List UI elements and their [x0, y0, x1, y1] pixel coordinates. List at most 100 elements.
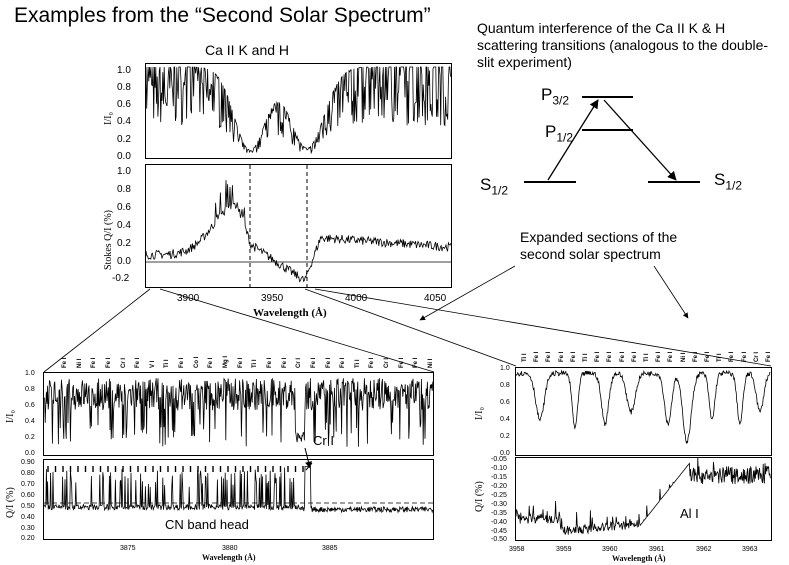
ca-xtick: 4050: [424, 293, 447, 304]
zoom-line-left-a: [43, 288, 151, 373]
right-pol-ytick: -0.20: [491, 483, 507, 490]
level-p32-main: P: [541, 85, 553, 104]
left-intensity-panel: [43, 372, 434, 456]
left-intensity-ytick: 0.2: [25, 434, 35, 441]
right-intensity-panel: [515, 367, 772, 456]
ca-intensity-ytick: 0.6: [117, 99, 131, 110]
right-pol-ytick: -0.45: [491, 528, 507, 535]
right-intensity-ytick: 0.8: [500, 382, 510, 389]
right-intensity-trace: [515, 369, 771, 445]
expanded-note: Expanded sections of the second solar sp…: [520, 229, 678, 262]
left-xlabel: Wavelength (Å): [202, 553, 256, 562]
left-pol-ytick: 0.70: [21, 481, 35, 488]
left-intensity-ytick: 0.4: [25, 418, 35, 425]
ca-pol-ytick: 0.2: [117, 238, 131, 249]
left-pol-ytick: 0.50: [21, 503, 35, 510]
level-p12: P1/2: [545, 122, 573, 144]
ca-intensity-ytick: 1.0: [117, 65, 131, 76]
right-pol-ytick: -0.50: [491, 536, 507, 543]
left-polarization-trace: [43, 466, 434, 514]
right-intensity-ytick: 0.2: [500, 433, 510, 440]
cn-label: CN band head: [165, 517, 249, 532]
zoom-line-left-b: [159, 288, 435, 373]
left-intensity-ytick: 0.6: [25, 402, 35, 409]
ca-intensity-ytick: 0.4: [117, 116, 131, 127]
ca-pol-ytick: 0.8: [117, 184, 131, 195]
left-pol-ytick: 0.80: [21, 470, 35, 477]
right-pol-ytick: -0.40: [491, 519, 507, 526]
emission-arrow: [603, 99, 677, 181]
left-pol-ytick: 0.40: [21, 514, 35, 521]
left-intensity-ytick: 1.0: [25, 370, 35, 377]
right-intensity-ytick: 0.4: [500, 416, 510, 423]
left-pol-ytick: 0.90: [21, 459, 35, 466]
al-label: Al I: [680, 506, 699, 521]
note-arrow-left: [419, 265, 516, 321]
level-p32-sub: 3/2: [552, 93, 570, 108]
cr-pointer: [304, 447, 312, 469]
left-xtick: 3885: [322, 545, 338, 552]
right-polarization-panel: [515, 457, 772, 541]
right-xtick: 3958: [509, 546, 525, 553]
ca-xlabel: Wavelength (Å): [253, 307, 327, 319]
right-pol-ytick: -0.35: [491, 510, 507, 517]
left-intensity-ytick: 0.0: [25, 450, 35, 457]
ca-intensity-panel: [145, 63, 452, 159]
ca-polarization-panel: [145, 164, 452, 288]
level-s12-right: S1/2: [714, 170, 742, 192]
note-arrow-right: [653, 265, 689, 319]
right-intensity-ytick: 0.6: [500, 399, 510, 406]
left-xtick: 3875: [120, 545, 136, 552]
slide-title: Examples from the “Second Solar Spectrum…: [14, 4, 431, 27]
right-pol-ytick: -0.25: [491, 492, 507, 499]
cr-pointer-tail: [305, 462, 313, 471]
level-p32: P3/2: [541, 85, 569, 107]
right-xlabel: Wavelength (Å): [612, 554, 666, 563]
ca-pol-ytick: 0.0: [117, 256, 131, 267]
right-xtick: 3962: [696, 546, 712, 553]
left-polarization-panel: [43, 459, 434, 540]
right-pol-ytick: -0.05: [491, 456, 507, 463]
ca-intensity-ytick: 0.8: [117, 82, 131, 93]
ca-intensity-ytick: 0.0: [117, 151, 131, 162]
top-chart-title: Ca II K and H: [205, 42, 290, 58]
ca-pol-ytick: -0.2: [112, 273, 130, 284]
right-intensity-ytick: 0.0: [500, 450, 510, 457]
right-xtick: 3959: [556, 546, 572, 553]
ca-xtick: 3950: [261, 293, 284, 304]
zoom-line-right-b: [314, 288, 772, 367]
right-intensity-ytick: 1.0: [500, 365, 510, 372]
level-s12-left: S1/2: [480, 175, 508, 197]
quantum-note: Quantum interference of the Ca II K & H …: [477, 20, 769, 70]
left-xtick: 3880: [222, 545, 238, 552]
left-pol-ytick: 0.60: [21, 492, 35, 499]
excitation-arrow: [547, 99, 599, 181]
ca-xtick: 3900: [177, 293, 200, 304]
zoom-line-right-a: [304, 288, 517, 367]
right-xtick: 3963: [742, 546, 758, 553]
level-s12-left-main: S: [480, 175, 492, 194]
right-xtick: 3960: [602, 546, 618, 553]
level-p12-main: P: [545, 122, 557, 141]
right-polarization-trace: [515, 457, 771, 535]
right-xtick: 3961: [649, 546, 665, 553]
level-s12-right-sub: 1/2: [725, 178, 743, 193]
right-pol-ytick: -0.15: [491, 474, 507, 481]
left-pol-ytick: 0.30: [21, 525, 35, 532]
level-s12-left-sub: 1/2: [491, 183, 509, 198]
level-p12-sub: 1/2: [556, 130, 574, 145]
level-s12-right-main: S: [714, 170, 726, 189]
ca-xtick: 4000: [345, 293, 368, 304]
ca-pol-ytick: 0.4: [117, 220, 131, 231]
right-pol-ytick: -0.30: [491, 501, 507, 508]
ca-polarization-trace: [145, 180, 452, 283]
left-intensity-trace: [43, 377, 434, 447]
ca-pol-ytick: 0.6: [117, 202, 131, 213]
right-pol-ytick: -0.10: [491, 465, 507, 472]
ca-pol-ytick: 1.0: [117, 166, 131, 177]
left-pol-ytick: 0.20: [21, 535, 35, 542]
left-intensity-ytick: 0.8: [25, 386, 35, 393]
ca-intensity-ytick: 0.2: [117, 134, 131, 145]
ca-intensity-trace: [145, 66, 451, 155]
